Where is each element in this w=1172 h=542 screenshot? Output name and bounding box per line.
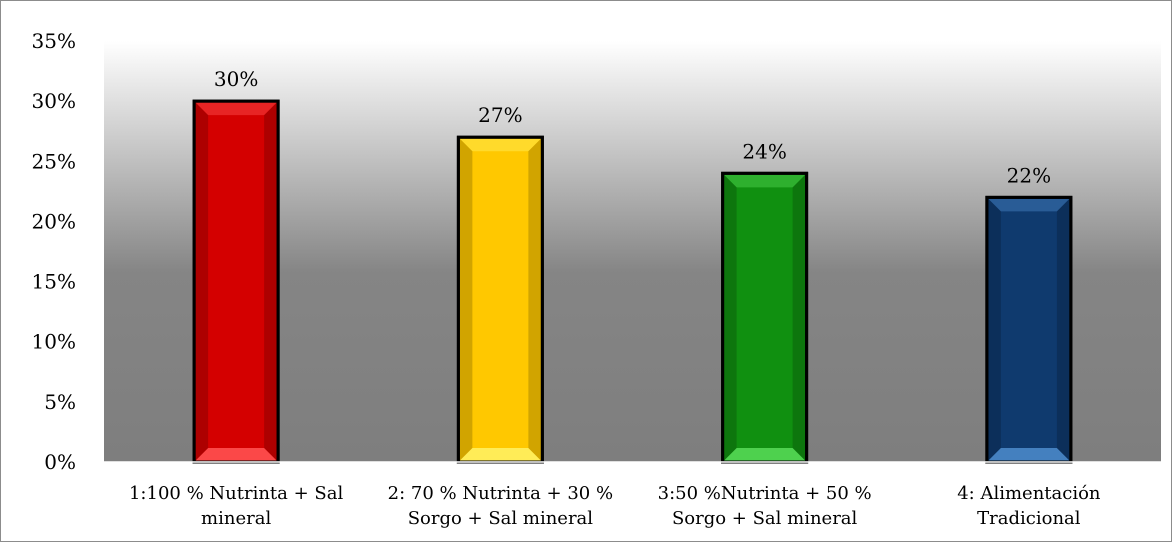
- data-label: 30%: [214, 67, 258, 91]
- bar-bevel-top: [724, 174, 806, 188]
- data-label: 27%: [478, 103, 522, 127]
- bar-bevel-top: [988, 198, 1070, 212]
- bar-group: 27%: [456, 103, 544, 464]
- data-label: 24%: [742, 139, 786, 163]
- x-category-label: 3:50 %Nutrinta + 50 %: [658, 483, 872, 504]
- y-tick-label: 5%: [44, 390, 76, 414]
- y-tick-label: 35%: [32, 29, 76, 53]
- y-tick-label: 15%: [32, 270, 76, 294]
- bar-bevel-left: [195, 102, 209, 461]
- bar-bevel-bottom: [195, 448, 277, 461]
- x-axis: 1:100 % Nutrinta + Sal mineral 2: 70 % Nut…: [104, 461, 1161, 529]
- y-tick-label: 20%: [32, 209, 76, 233]
- bar-bevel-bottom: [459, 448, 541, 461]
- x-category-label: 1:100 % Nutrinta + Sal: [129, 483, 344, 504]
- x-category-label: Sorgo + Sal mineral: [408, 508, 594, 529]
- x-category-label: 4: Alimentación: [957, 483, 1101, 504]
- bar-bevel-top: [459, 138, 541, 152]
- bar-bevel-bottom: [724, 448, 806, 461]
- bar-bevel-left: [459, 138, 473, 461]
- x-category-label: Sorgo + Sal mineral: [672, 508, 858, 529]
- bar-group: 30%: [192, 67, 280, 464]
- bar-bevel-bottom: [988, 448, 1070, 461]
- data-label: 22%: [1007, 163, 1051, 187]
- y-tick-label: 25%: [32, 149, 76, 173]
- bar: [192, 99, 280, 464]
- bar-bevel-left: [988, 198, 1001, 461]
- y-tick-label: 30%: [32, 89, 76, 113]
- x-category-label: 2: 70 % Nutrinta + 30 %: [388, 483, 613, 504]
- plot-area: [104, 41, 1161, 462]
- bar-group: 24%: [721, 139, 809, 464]
- y-tick-label: 0%: [44, 450, 76, 474]
- bar-bevel-left: [724, 174, 737, 461]
- bar-bevel-right: [264, 102, 277, 461]
- bar-bevel-top: [195, 102, 277, 116]
- y-tick-label: 10%: [32, 330, 76, 354]
- y-axis: 0% 5% 10% 15% 20% 25% 30% 35%: [32, 29, 76, 474]
- bar-bevel-right: [792, 174, 806, 461]
- bar-bevel-right: [1056, 198, 1070, 461]
- x-category-label: mineral: [201, 508, 271, 529]
- bars-group: 30% 27% 24% 22%: [192, 67, 1073, 464]
- x-category-label: Tradicional: [977, 508, 1081, 529]
- bar-bevel-right: [528, 138, 541, 461]
- bar-group: 22%: [985, 163, 1073, 464]
